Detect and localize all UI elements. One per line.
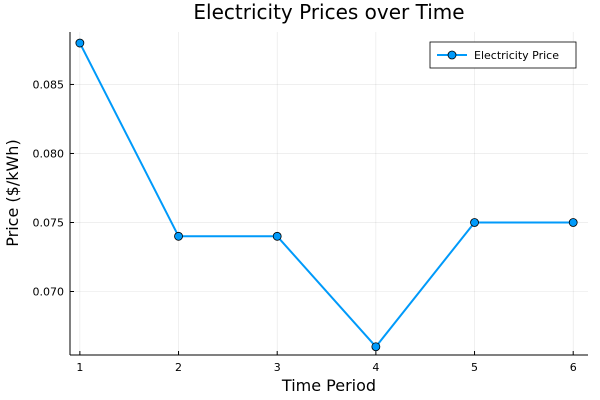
y-axis-ticks: 0.070 0.075 0.080 0.085 xyxy=(33,78,74,299)
x-tick-label: 5 xyxy=(471,361,478,374)
y-tick-label: 0.075 xyxy=(33,216,65,229)
x-tick-label: 6 xyxy=(570,361,577,374)
x-axis-ticks: 1 2 3 4 5 6 xyxy=(76,351,577,374)
series-line xyxy=(78,42,574,348)
grid xyxy=(70,32,588,355)
series-layer xyxy=(75,38,578,352)
x-tick-label: 1 xyxy=(76,361,83,374)
x-tick-label: 4 xyxy=(372,361,379,374)
data-point xyxy=(371,342,381,352)
y-tick-label: 0.085 xyxy=(33,78,65,91)
data-point xyxy=(568,218,578,227)
data-point xyxy=(470,218,479,227)
y-axis-label: Price ($/kWh) xyxy=(3,139,22,246)
x-tick-label: 2 xyxy=(175,361,182,374)
data-point xyxy=(75,38,85,48)
x-axis-label: Time Period xyxy=(281,376,376,395)
legend-label: Electricity Price xyxy=(474,49,559,62)
legend-marker-swatch xyxy=(447,50,457,60)
legend: Electricity Price xyxy=(429,41,577,69)
data-point xyxy=(272,231,282,241)
data-point xyxy=(174,231,183,241)
chart-title: Electricity Prices over Time xyxy=(193,0,464,24)
y-tick-label: 0.070 xyxy=(33,286,65,299)
y-tick-label: 0.080 xyxy=(33,147,65,160)
x-tick-label: 3 xyxy=(274,361,281,374)
